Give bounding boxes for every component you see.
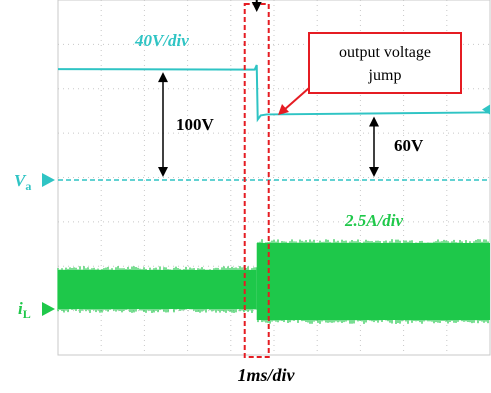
voltage-scale-label: 40V/div xyxy=(134,31,189,50)
arrow-head-up-icon xyxy=(369,116,379,127)
plot-border xyxy=(57,0,491,356)
delta-arrow-after xyxy=(369,116,379,177)
delta-after-label: 60V xyxy=(394,136,424,155)
callout-pointer xyxy=(283,87,310,111)
voltage-trace xyxy=(57,64,490,123)
arrow-head-up-icon xyxy=(158,72,168,83)
current-scale-label: 2.5A/div xyxy=(344,211,404,230)
va-marker-triangle-icon xyxy=(42,173,55,187)
callout-box xyxy=(308,32,462,94)
callout-text-line1: output voltage xyxy=(339,44,431,61)
arrow-head-down-icon xyxy=(369,167,379,177)
callout-text-line2: jump xyxy=(368,67,402,84)
callout-arrowhead xyxy=(278,104,289,115)
delta-arrow-before xyxy=(158,72,168,177)
va-marker-label: Va xyxy=(14,171,31,193)
il-marker-triangle-icon xyxy=(42,302,55,316)
right-trigger-marker-icon xyxy=(482,104,490,115)
delta-before-label: 100V xyxy=(176,115,215,134)
down-arrow-icon xyxy=(251,0,262,12)
il-noise xyxy=(57,239,489,324)
il-marker-label: iL xyxy=(18,299,31,321)
arrow-head-down-icon xyxy=(158,167,168,177)
time-scale-label: 1ms/div xyxy=(238,365,296,385)
